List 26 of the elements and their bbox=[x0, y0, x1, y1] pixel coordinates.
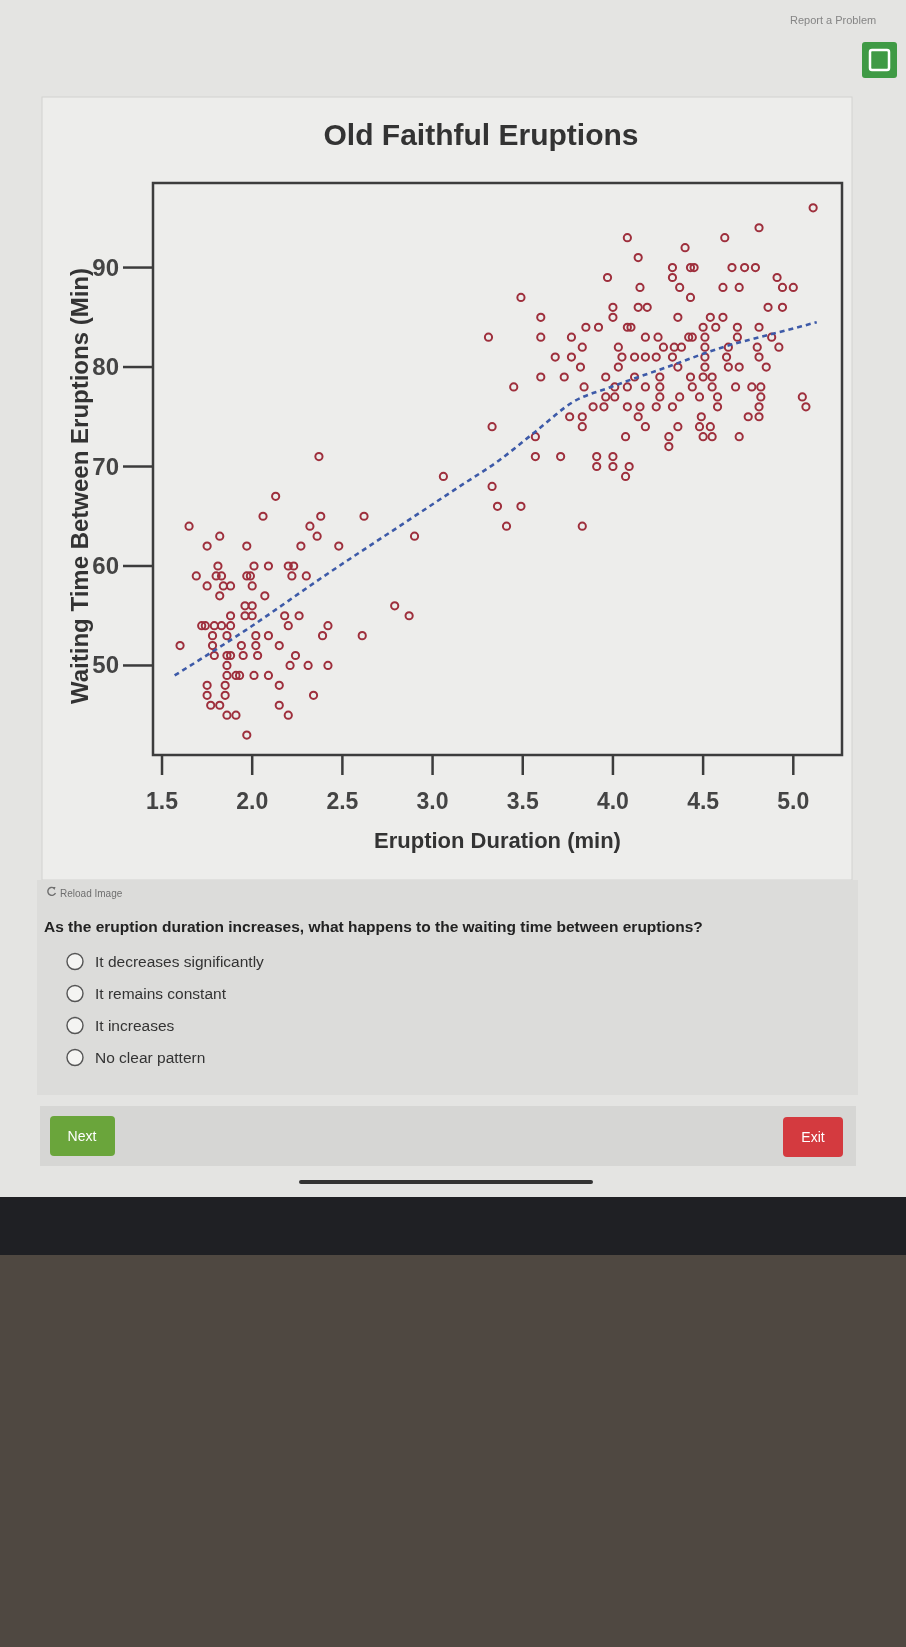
x-tick-label: 4.5 bbox=[687, 788, 720, 814]
text: As the eruption duration increases, what happens to the waiting time between eruptions? bbox=[44, 918, 703, 935]
text: Exit bbox=[801, 1129, 825, 1145]
x-tick-label: 3.5 bbox=[506, 788, 539, 814]
y-tick-label: 50 bbox=[92, 651, 119, 679]
text: No clear pattern bbox=[95, 1049, 206, 1066]
y-tick-label: 70 bbox=[92, 452, 119, 480]
text: Reload Image bbox=[60, 888, 123, 899]
x-tick-label: 5.0 bbox=[777, 788, 810, 814]
chart-title: Old Faithful Eruptions bbox=[323, 118, 639, 151]
y-tick-label: 80 bbox=[92, 353, 119, 381]
x-axis-title: Eruption Duration (min) bbox=[374, 828, 621, 853]
text: It increases bbox=[95, 1017, 175, 1034]
text: It decreases significantly bbox=[95, 953, 265, 970]
x-tick-label: 4.0 bbox=[596, 788, 629, 814]
text: Report a Problem bbox=[790, 14, 877, 26]
y-tick-label: 90 bbox=[92, 253, 119, 281]
x-tick-label: 2.0 bbox=[236, 788, 269, 814]
y-axis-title: Waiting Time Between Eruptions (Min) bbox=[66, 267, 93, 705]
x-tick-label: 3.0 bbox=[416, 788, 449, 814]
text: It remains constant bbox=[95, 985, 227, 1002]
line-series bbox=[173, 320, 819, 677]
x-tick-label: 1.5 bbox=[146, 788, 179, 814]
x-tick-label: 2.5 bbox=[326, 788, 359, 814]
text: Next bbox=[67, 1128, 97, 1144]
y-tick-label: 60 bbox=[92, 551, 119, 579]
